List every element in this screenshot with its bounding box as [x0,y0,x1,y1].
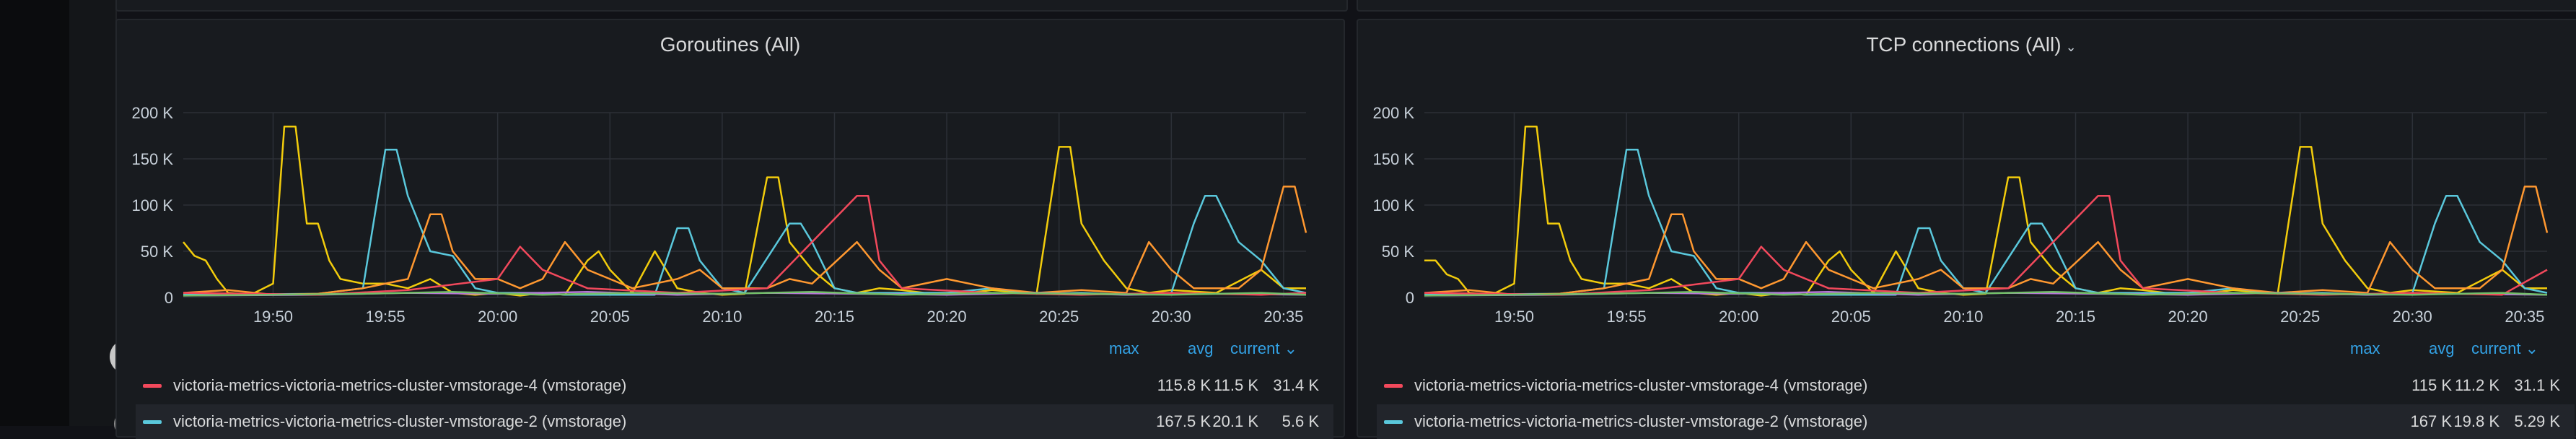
legend-current: 5.29 K [2514,412,2560,430]
tcp-connections-chart: 0 50 K 100 K 150 K 200 K 19:50 19:55 20:00 20:05… [1373,104,2549,326]
legend-series-name: victoria-metrics-victoria-metrics-cluste… [1414,376,1868,394]
x-tick-label: 19:50 [253,308,293,326]
panel-title-text: TCP connections (All) [1866,33,2062,56]
series-line [183,291,1307,297]
legend-series-name: victoria-metrics-victoria-metrics-cluste… [173,412,627,430]
y-tick-label: 200 K [132,104,174,122]
panel-above-left [115,0,1348,12]
panel-tcp-connections: TCP connections (All) ⌄ 0 50 K 100 K 150 K 20… [1357,19,2576,439]
legend-current: 31.4 K [1273,376,1319,394]
legend-header-current[interactable]: current ⌄ [1230,339,1297,358]
legend-header-max[interactable]: max [2350,339,2380,357]
legend-max: 115 K [2411,376,2452,394]
legend-max: 167 K [2410,412,2453,430]
goroutines-chart: 0 50 K 100 K 150 K 200 K 19:50 19:55 20:00 20:05… [132,104,1307,326]
legend-avg: 11.2 K [2455,376,2500,394]
legend-row[interactable]: victoria-metrics-victoria-metrics-cluste… [1377,404,2575,439]
x-tick-label: 20:20 [2168,308,2208,326]
y-tick-label: 150 K [132,150,174,168]
legend-header-current-label: current [1230,339,1280,357]
y-tick-label: 100 K [1373,196,1415,214]
panel-title-text: Goroutines (All) [660,33,801,56]
series-color-swatch [1384,420,1403,424]
x-tick-label: 20:30 [2393,308,2432,326]
series-line [1424,186,2549,296]
series-color-swatch [143,384,162,388]
x-tick-label: 20:35 [1263,308,1303,326]
legend-avg: 11.5 K [1214,376,1258,394]
series-line [1424,194,2548,296]
x-tick-label: 20:15 [815,308,854,326]
sidebar: ? [69,0,144,436]
legend-row[interactable]: victoria-metrics-victoria-metrics-cluste… [136,404,1333,439]
legend-avg: 20.1 K [1212,412,1258,430]
series-line [183,125,1306,297]
x-tick-label: 19:50 [1494,308,1534,326]
series-line [183,186,1307,296]
x-tick-label: 20:30 [1152,308,1191,326]
panel-above-right [1357,0,2576,12]
y-tick-label: 0 [165,289,173,307]
legend-header-current-label: current [2471,339,2521,357]
legend-row[interactable]: victoria-metrics-victoria-metrics-cluste… [136,368,1333,403]
x-tick-label: 20:00 [478,308,517,326]
y-tick-label: 100 K [132,196,174,214]
y-tick-label: 0 [1406,289,1414,307]
x-tick-label: 20:15 [2056,308,2095,326]
series-line [1424,125,2547,297]
series-line [1424,148,2548,296]
legend-current: 5.6 K [1282,412,1319,430]
y-tick-label: 200 K [1373,104,1415,122]
x-tick-label: 20:35 [2505,308,2544,326]
panel-title[interactable]: TCP connections (All) ⌄ [1358,33,2576,56]
x-tick-label: 20:25 [2280,308,2320,326]
legend-series-name: victoria-metrics-victoria-metrics-cluste… [173,376,627,394]
left-edge [0,0,69,426]
x-tick-label: 19:55 [366,308,406,326]
series-color-swatch [143,420,162,424]
legend-max: 167.5 K [1156,412,1211,430]
y-tick-label: 50 K [1382,243,1415,261]
sort-chevron-icon: ⌄ [1284,339,1298,357]
legend-row[interactable]: victoria-metrics-victoria-metrics-cluste… [1377,368,2575,403]
panel-title[interactable]: Goroutines (All) [117,33,1344,56]
panel-menu-chevron-icon[interactable]: ⌄ [2065,40,2077,54]
x-tick-label: 20:00 [1719,308,1758,326]
x-tick-label: 20:05 [1831,308,1871,326]
series-line [183,194,1307,296]
sort-chevron-icon: ⌄ [2525,339,2539,357]
x-tick-label: 20:10 [1943,308,1983,326]
legend-series-name: victoria-metrics-victoria-metrics-cluste… [1414,412,1868,430]
y-tick-label: 150 K [1373,150,1415,168]
legend-header-avg[interactable]: avg [2429,339,2455,357]
x-tick-label: 20:25 [1039,308,1079,326]
x-tick-label: 19:55 [1607,308,1647,326]
legend-avg: 19.8 K [2453,412,2500,430]
y-tick-label: 50 K [141,243,174,261]
series-line [183,148,1307,296]
series-line [1424,291,2548,297]
panel-goroutines: Goroutines (All) 0 50 K 100 K 150 K 200 K 19:… [115,19,1345,439]
legend-max: 115.8 K [1157,376,1211,394]
legend-current: 31.1 K [2514,376,2560,394]
x-tick-label: 20:05 [590,308,630,326]
legend-header-avg[interactable]: avg [1188,339,1214,357]
x-tick-label: 20:10 [702,308,742,326]
x-tick-label: 20:20 [927,308,967,326]
legend-header-current[interactable]: current ⌄ [2471,339,2538,358]
legend-header-max[interactable]: max [1109,339,1139,357]
series-color-swatch [1384,384,1403,388]
